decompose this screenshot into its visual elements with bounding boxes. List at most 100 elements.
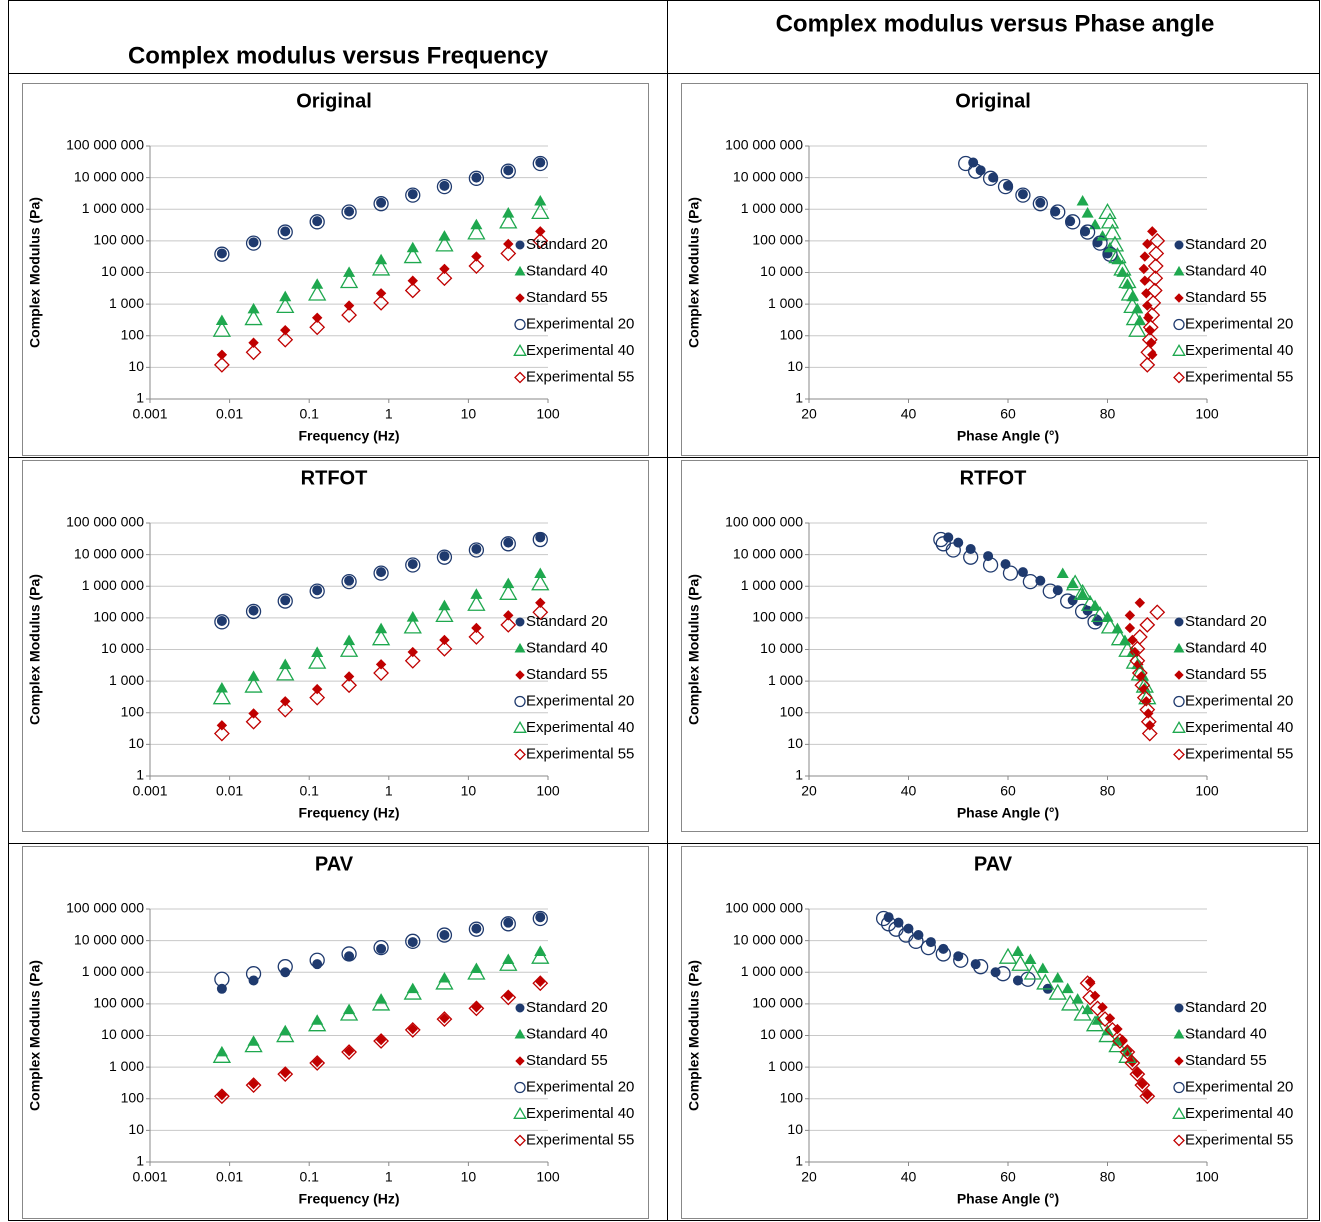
x-tick-label: 0.1	[299, 406, 319, 422]
y-tick-label: 100 000 000	[725, 900, 803, 916]
marker	[343, 300, 355, 311]
marker	[280, 696, 291, 707]
legend-label: Experimental 40	[526, 342, 634, 359]
marker	[311, 646, 324, 657]
marker	[341, 573, 357, 590]
marker	[1124, 610, 1136, 621]
marker	[1011, 945, 1024, 956]
marker	[1144, 324, 1155, 336]
marker	[1017, 567, 1028, 578]
marker	[245, 713, 262, 730]
marker	[215, 314, 228, 326]
marker	[245, 344, 262, 361]
marker	[1035, 197, 1046, 208]
marker	[1104, 1013, 1116, 1024]
y-tick-label: 1	[795, 767, 803, 783]
marker	[535, 597, 546, 608]
y-tick-label: 10	[787, 358, 803, 374]
x-axis-label: Frequency (Hz)	[298, 428, 399, 444]
marker	[405, 557, 421, 573]
marker	[277, 224, 293, 240]
marker	[1129, 640, 1146, 657]
marker	[248, 237, 259, 248]
marker	[1065, 214, 1081, 230]
marker	[935, 946, 951, 962]
x-tick-label: 100	[1195, 406, 1219, 422]
legend-marker	[514, 371, 526, 384]
marker	[343, 671, 355, 682]
marker	[535, 226, 546, 237]
marker	[245, 235, 262, 251]
marker	[532, 604, 549, 621]
marker	[1061, 982, 1074, 994]
marker	[471, 544, 482, 555]
legend-label: Experimental 55	[526, 745, 634, 762]
marker	[1081, 207, 1094, 218]
chart: Original 1 10 100 1 000 10 000 100 000 1 000 00…	[22, 83, 649, 456]
legend-marker	[1173, 642, 1185, 653]
marker	[1134, 597, 1146, 608]
legend-marker	[515, 240, 525, 250]
marker	[404, 282, 421, 299]
legend-marker	[1173, 748, 1185, 761]
x-tick-label: 80	[1100, 406, 1116, 422]
marker	[339, 640, 359, 657]
y-tick-label: 100 000	[93, 995, 144, 1011]
marker	[1134, 677, 1151, 694]
marker	[309, 583, 325, 599]
legend-marker	[513, 720, 527, 733]
series	[1079, 975, 1156, 1105]
marker	[280, 324, 291, 336]
marker	[972, 959, 989, 975]
marker	[1089, 1000, 1106, 1017]
marker	[1036, 962, 1049, 974]
y-tick-label: 1	[136, 767, 144, 783]
marker	[407, 937, 418, 948]
marker	[308, 1015, 327, 1032]
marker	[503, 537, 514, 548]
marker	[1108, 247, 1127, 264]
marker	[244, 676, 263, 693]
legend-marker	[515, 293, 525, 303]
marker	[375, 622, 388, 634]
marker	[1002, 565, 1019, 581]
x-tick-label: 1	[385, 406, 393, 422]
x-tick-label: 10	[461, 406, 477, 422]
marker	[403, 247, 422, 264]
legend-marker	[514, 1028, 526, 1039]
marker	[1119, 1044, 1136, 1060]
marker	[1036, 973, 1055, 990]
marker	[373, 565, 389, 581]
marker	[279, 290, 292, 302]
marker	[499, 954, 518, 971]
legend-label: Experimental 20	[1185, 692, 1293, 709]
marker	[1050, 204, 1066, 220]
marker	[311, 278, 324, 289]
marker	[311, 683, 323, 695]
marker	[963, 549, 979, 565]
legend-label: Standard 55	[526, 1052, 608, 1069]
marker	[376, 567, 387, 578]
legend-label: Experimental 55	[526, 1131, 634, 1148]
y-tick-label: 100	[780, 1089, 804, 1105]
marker	[341, 677, 358, 694]
marker	[276, 1026, 295, 1043]
series	[216, 532, 546, 626]
marker	[532, 232, 549, 249]
marker	[1017, 189, 1028, 200]
marker	[983, 551, 994, 562]
series	[215, 194, 547, 326]
marker	[467, 594, 486, 611]
y-tick-label: 10 000 000	[74, 168, 144, 184]
marker	[499, 583, 518, 600]
marker	[277, 701, 294, 718]
x-tick-label: 40	[901, 783, 917, 799]
marker	[405, 187, 421, 203]
y-tick-label: 10 000 000	[733, 168, 803, 184]
marker	[1082, 989, 1099, 1006]
marker	[534, 567, 547, 579]
legend-marker	[1173, 318, 1185, 331]
marker	[371, 994, 391, 1011]
marker	[500, 163, 516, 179]
marker	[214, 246, 230, 262]
